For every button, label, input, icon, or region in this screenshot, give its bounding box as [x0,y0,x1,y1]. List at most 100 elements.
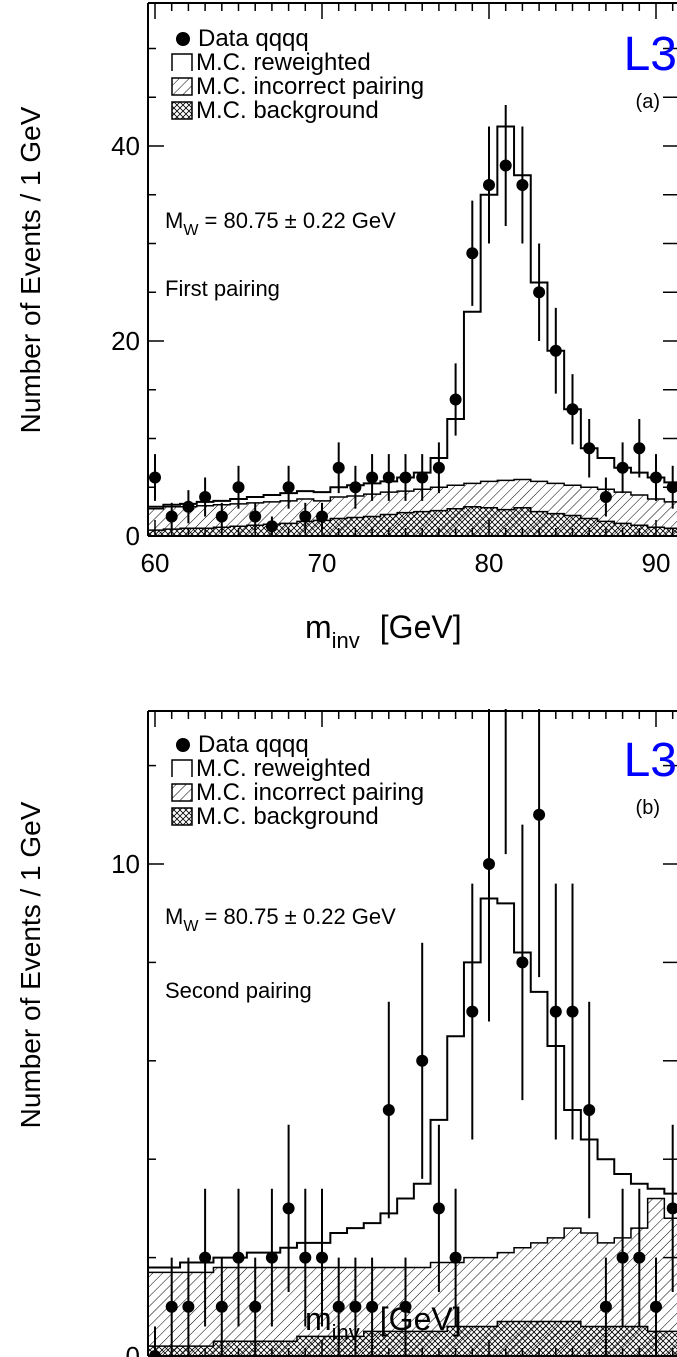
data-point [282,1202,295,1215]
legend-data-marker [176,738,190,752]
pairing-label: First pairing [165,276,280,301]
legend-label: M.C. background [196,97,379,124]
y-tick-label: 0 [126,1341,140,1357]
data-point [666,1202,677,1215]
mw-annotation: MW = 80.75 ± 0.22 GeV [165,904,396,935]
data-point [432,1202,445,1215]
data-point [533,808,546,821]
mw-sub: W [183,222,199,239]
data-point [483,179,495,191]
data-point [499,159,512,172]
y-tick-label: 10 [111,849,140,879]
data-point [583,1104,596,1116]
x-axis-title-main: m [305,609,332,645]
background-histogram [148,506,677,537]
data-point [566,403,579,416]
data-point [616,1251,629,1264]
x-tick-label: 60 [141,548,170,578]
experiment-logo: L3 [624,734,677,787]
legend-open-marker [171,759,193,777]
x-tick-label: 70 [308,548,337,578]
data-point [299,510,312,523]
data-point [633,442,646,455]
data-point [449,1251,462,1264]
incorrect-pairing-histogram [148,1197,677,1357]
plot-area [148,105,677,537]
legend-cross-marker [171,807,193,826]
y-tick-label: 0 [126,521,140,551]
data-point [215,510,228,523]
x-axis-title-sub: inv [332,1320,360,1345]
data-point [149,471,161,484]
reweighted-histogram [148,897,677,1269]
data-point [349,481,362,494]
data-point [215,1300,228,1313]
data-point [533,286,546,299]
legend-label: M.C. background [196,803,379,830]
data-point [232,1251,245,1264]
panel-label: (b) [636,797,660,819]
panel-b: 60708090010Number of Events / 1 GeVminv[… [15,661,677,1357]
data-point [199,1251,212,1264]
data-point [366,471,379,484]
mw-prefix: M [165,208,183,233]
y-tick-label: 40 [111,131,140,161]
y-axis-title: Number of Events / 1 GeV [15,106,46,433]
data-point [599,1300,612,1313]
data-point [516,956,529,969]
data-point [182,1300,195,1313]
x-axis-title-main: m [305,1301,332,1337]
mw-value: = 80.75 ± 0.22 GeV [198,208,396,233]
data-point [650,1300,662,1313]
data-point [500,661,512,673]
data-point [583,442,596,455]
reweighted-histogram [148,125,677,508]
data-point [599,491,612,503]
data-point [182,500,195,513]
legend-hatch-marker [171,783,193,802]
x-axis-title-unit: [GeV] [380,609,462,645]
mw-prefix: M [165,904,183,929]
data-point [366,1300,379,1313]
legend-label: M.C. incorrect pairing [196,779,424,806]
data-point [199,491,212,503]
data-point [466,247,479,260]
data-point [416,471,429,484]
x-tick-label: 90 [642,548,671,578]
legend-label: M.C. incorrect pairing [196,73,424,100]
data-point [382,471,395,484]
x-axis-title-unit: [GeV] [380,1301,462,1337]
data-point [566,1005,579,1018]
data-point [399,471,412,484]
legend-hatch-marker [171,77,193,96]
panel-label: (a) [636,91,660,113]
experiment-logo: L3 [624,28,677,81]
x-axis-title: minv [GeV] [305,1301,462,1345]
legend-label: Data qqqq [198,25,309,52]
y-axis-title: Number of Events / 1 GeV [15,801,46,1128]
data-point [265,520,278,533]
data-point [299,1251,312,1264]
data-point [449,393,462,406]
legend-label: Data qqqq [198,731,309,758]
data-point [483,858,495,870]
panel-a: 60 70 80 90 0 20 40 Number of Events / 1 GeV min… [15,2,677,653]
data-point [249,510,262,523]
data-point [549,344,562,357]
mw-sub: W [183,918,199,935]
legend-data-marker [176,32,190,46]
mw-annotation: MW = 80.75 ± 0.22 GeV [165,208,396,239]
data-point [316,1251,328,1264]
legend-label: M.C. reweighted [196,49,371,76]
legend-open-marker [171,53,193,71]
y-tick-label: 20 [111,326,140,356]
data-point [432,461,445,474]
plot-area [148,661,677,1357]
data-point [265,1251,278,1264]
data-point [332,1300,345,1313]
data-point [249,1300,262,1313]
data-point [650,471,662,484]
pairing-label: Second pairing [165,978,312,1003]
